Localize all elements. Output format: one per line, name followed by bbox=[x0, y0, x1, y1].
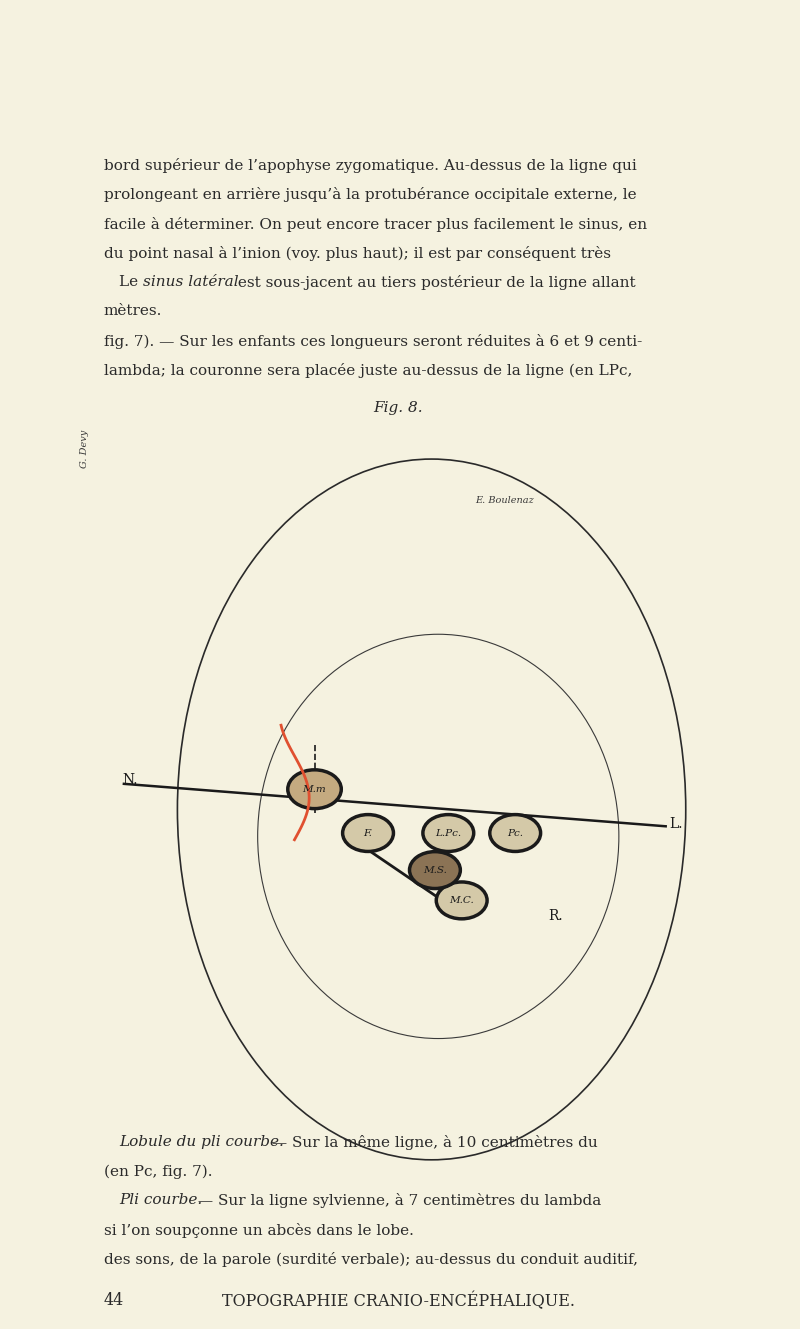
Text: des sons, de la parole (surdité verbale); au-dessus du conduit auditif,: des sons, de la parole (surdité verbale)… bbox=[103, 1252, 638, 1267]
Ellipse shape bbox=[490, 815, 541, 852]
Text: bord supérieur de l’apophyse zygomatique. Au-dessus de la ligne qui: bord supérieur de l’apophyse zygomatique… bbox=[103, 158, 636, 173]
Ellipse shape bbox=[423, 815, 474, 852]
Text: F.: F. bbox=[364, 828, 373, 837]
Text: Le: Le bbox=[119, 275, 143, 290]
Ellipse shape bbox=[342, 815, 394, 852]
Text: R.: R. bbox=[548, 909, 562, 922]
Text: fig. 7). — Sur les enfants ces longueurs seront réduites à 6 et 9 centi-: fig. 7). — Sur les enfants ces longueurs… bbox=[103, 334, 642, 348]
Text: G. Devy: G. Devy bbox=[81, 429, 90, 468]
Text: N.: N. bbox=[123, 773, 138, 788]
Text: — Sur la ligne sylvienne, à 7 centimètres du lambda: — Sur la ligne sylvienne, à 7 centimètre… bbox=[194, 1193, 602, 1208]
Text: Pc.: Pc. bbox=[507, 828, 523, 837]
Text: M.m: M.m bbox=[302, 784, 326, 793]
Text: — Sur la même ligne, à 10 centimètres du: — Sur la même ligne, à 10 centimètres du bbox=[266, 1135, 598, 1150]
Text: Lobule du pli courbe.: Lobule du pli courbe. bbox=[119, 1135, 284, 1150]
Text: sinus latéral: sinus latéral bbox=[143, 275, 239, 290]
Text: si l’on soupçonne un abcès dans le lobe.: si l’on soupçonne un abcès dans le lobe. bbox=[103, 1223, 414, 1237]
Text: Pli courbe.: Pli courbe. bbox=[119, 1193, 202, 1208]
Text: du point nasal à l’inion (voy. plus haut); il est par conséquent très: du point nasal à l’inion (voy. plus haut… bbox=[103, 246, 610, 260]
Text: E. Boulenaz: E. Boulenaz bbox=[475, 496, 534, 505]
Text: M.S.: M.S. bbox=[423, 865, 447, 874]
Text: prolongeant en arrière jusqu’à la protubérance occipitale externe, le: prolongeant en arrière jusqu’à la protub… bbox=[103, 187, 636, 202]
Ellipse shape bbox=[436, 882, 487, 918]
Text: 44: 44 bbox=[103, 1292, 124, 1309]
Text: lambda; la couronne sera placée juste au-dessus de la ligne (en LPc,: lambda; la couronne sera placée juste au… bbox=[103, 363, 632, 377]
Text: L.Pc.: L.Pc. bbox=[435, 828, 462, 837]
Text: TOPOGRAPHIE CRANIO-ENCÉPHALIQUE.: TOPOGRAPHIE CRANIO-ENCÉPHALIQUE. bbox=[222, 1292, 574, 1310]
Ellipse shape bbox=[288, 769, 342, 808]
Text: (en Pc, fig. 7).: (en Pc, fig. 7). bbox=[103, 1164, 212, 1179]
Text: L.: L. bbox=[669, 817, 682, 831]
Ellipse shape bbox=[410, 852, 460, 889]
Text: facile à déterminer. On peut encore tracer plus facilement le sinus, en: facile à déterminer. On peut encore trac… bbox=[103, 217, 646, 231]
Text: mètres.: mètres. bbox=[103, 304, 162, 319]
Text: est sous-jacent au tiers postérieur de la ligne allant: est sous-jacent au tiers postérieur de l… bbox=[233, 275, 635, 290]
Text: M.C.: M.C. bbox=[450, 896, 474, 905]
Text: Fig. 8.: Fig. 8. bbox=[374, 401, 423, 416]
